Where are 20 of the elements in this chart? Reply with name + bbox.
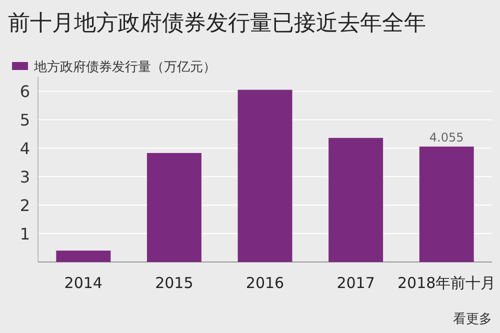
text: 4.055 — [429, 130, 464, 145]
y-tick-label: 2 — [20, 196, 30, 216]
x-tick-label: 2014 — [64, 274, 102, 292]
y-tick-label: 1 — [20, 224, 30, 244]
y-tick-label: 6 — [20, 82, 30, 102]
legend-label: 地方政府债券发行量（万亿元） — [33, 59, 216, 75]
chart-title: 前十月地方政府债券发行量已接近去年全年 — [8, 11, 426, 36]
y-tick-label: 5 — [20, 110, 30, 130]
bar — [328, 138, 384, 262]
y-tick-label: 3 — [20, 168, 30, 187]
bar — [146, 152, 202, 262]
bar — [238, 90, 292, 262]
y-tick-label: 4 — [20, 139, 30, 158]
x-tick-label: 2016 — [246, 274, 284, 292]
x-tick-label: 2017 — [336, 274, 375, 292]
x-tick-label: 2018年前十月 — [398, 274, 496, 292]
text: 看更多 — [453, 312, 492, 327]
x-tick-label: 2015 — [155, 274, 194, 292]
bar — [419, 146, 474, 262]
bar — [56, 250, 111, 262]
